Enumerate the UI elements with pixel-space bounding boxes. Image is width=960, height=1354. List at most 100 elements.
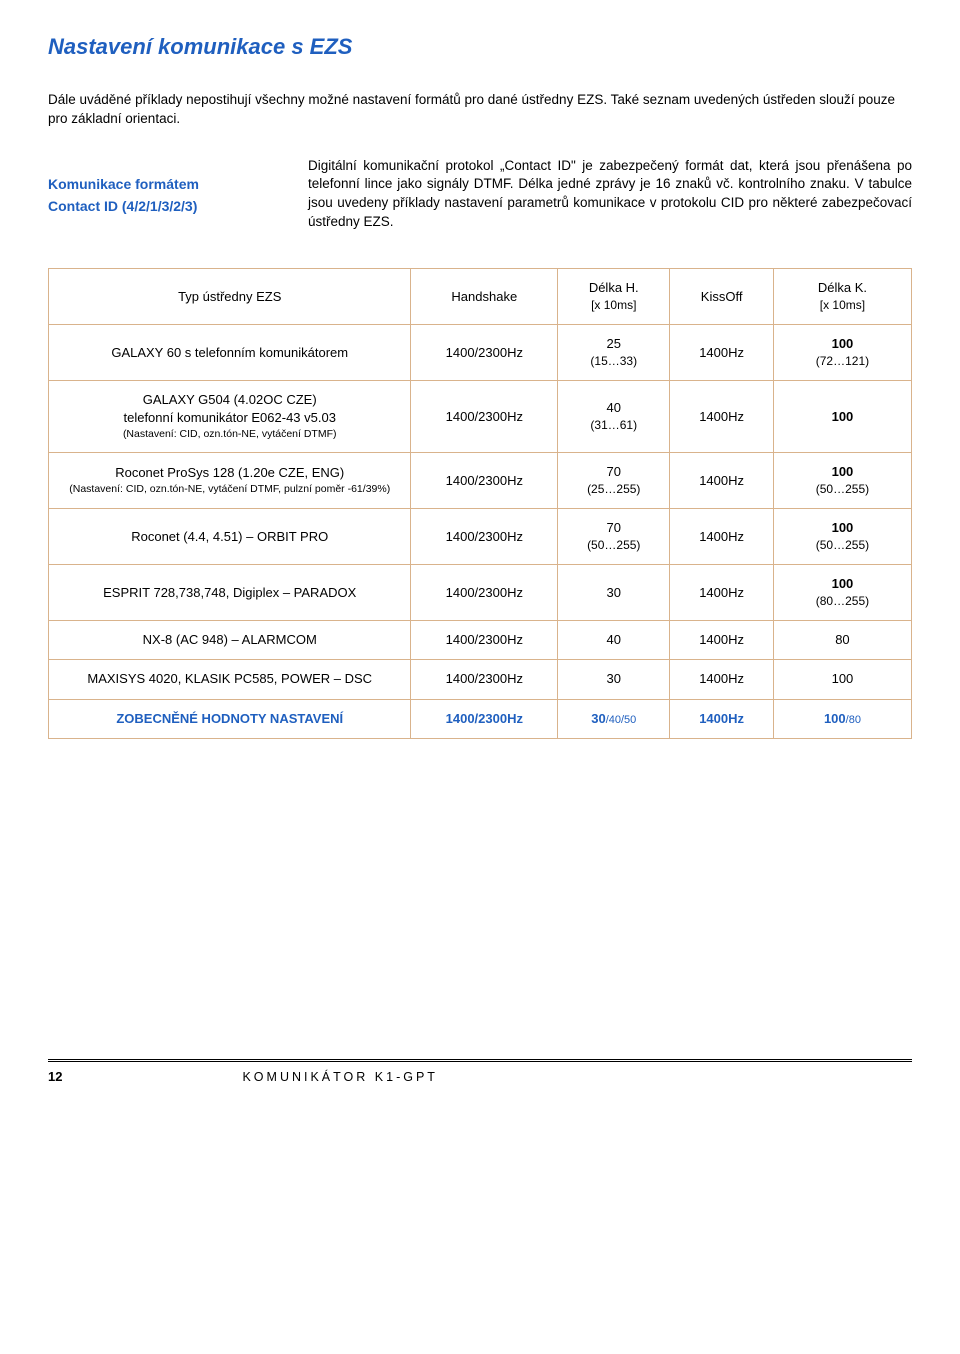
th-delka-h: Délka H. [x 10ms]: [558, 269, 670, 325]
dh-top: 40: [607, 632, 621, 647]
cell-type: NX-8 (AC 948) – ALARMCOM: [49, 621, 411, 660]
cell-delka-k: 100: [773, 381, 911, 453]
ezs-table: Typ ústředny EZS Handshake Délka H. [x 1…: [48, 268, 912, 739]
dh-sub: (31…61): [566, 417, 661, 434]
cell-delka-k: 80: [773, 621, 911, 660]
dh-top: 40: [607, 400, 621, 415]
cell-delka-k: 100 (50…255): [773, 509, 911, 565]
type-main: MAXISYS 4020, KLASIK PC585, POWER – DSC: [57, 670, 402, 688]
summary-ko: 1400Hz: [670, 699, 774, 738]
summary-dh-sub: /40/50: [606, 714, 637, 726]
cell-delka-k: 100 (72…121): [773, 325, 911, 381]
cell-handshake: 1400/2300Hz: [411, 381, 558, 453]
table-row: NX-8 (AC 948) – ALARMCOM 1400/2300Hz 40 140…: [49, 621, 912, 660]
th-kissoff: KissOff: [670, 269, 774, 325]
dh-top: 70: [607, 464, 621, 479]
cell-kissoff: 1400Hz: [670, 381, 774, 453]
th-handshake: Handshake: [411, 269, 558, 325]
th-delka-k: Délka K. [x 10ms]: [773, 269, 911, 325]
dk-sub: (72…121): [782, 353, 903, 370]
type-main: Roconet ProSys 128 (1.20e CZE, ENG): [57, 464, 402, 482]
cell-type: ESPRIT 728,738,748, Digiplex – PARADOX: [49, 565, 411, 621]
th-type: Typ ústředny EZS: [49, 269, 411, 325]
dh-top: 30: [607, 585, 621, 600]
info-block: Komunikace formátem Contact ID (4/2/1/3/…: [48, 157, 912, 233]
cell-kissoff: 1400Hz: [670, 325, 774, 381]
dh-sub: (15…33): [566, 353, 661, 370]
info-left: Komunikace formátem Contact ID (4/2/1/3/…: [48, 157, 268, 218]
type-main: GALAXY 60 s telefonním komunikátorem: [57, 344, 402, 362]
table-row: ESPRIT 728,738,748, Digiplex – PARADOX 14…: [49, 565, 912, 621]
table-row: GALAXY G504 (4.02OC CZE)telefonní komuni…: [49, 381, 912, 453]
cell-delka-k: 100 (80…255): [773, 565, 911, 621]
summary-hs: 1400/2300Hz: [411, 699, 558, 738]
cell-kissoff: 1400Hz: [670, 621, 774, 660]
cell-handshake: 1400/2300Hz: [411, 565, 558, 621]
intro-paragraph: Dále uváděné příklady nepostihují všechn…: [48, 91, 912, 129]
cell-kissoff: 1400Hz: [670, 509, 774, 565]
dk-top: 100: [832, 336, 854, 351]
page-footer: 12 KOMUNIKÁTOR K1-GPT: [48, 1059, 912, 1087]
cell-handshake: 1400/2300Hz: [411, 325, 558, 381]
dk-top: 100: [832, 520, 854, 535]
cell-handshake: 1400/2300Hz: [411, 621, 558, 660]
dk-top: 100: [832, 409, 854, 424]
type-main: GALAXY G504 (4.02OC CZE): [57, 391, 402, 409]
dk-sub: (80…255): [782, 593, 903, 610]
cell-type: Roconet (4.4, 4.51) – ORBIT PRO: [49, 509, 411, 565]
table-header-row: Typ ústředny EZS Handshake Délka H. [x 1…: [49, 269, 912, 325]
cell-delka-h: 40 (31…61): [558, 381, 670, 453]
info-left-line1: Komunikace formátem: [48, 173, 268, 195]
th-delka-h-sub: [x 10ms]: [566, 297, 661, 314]
cell-type: MAXISYS 4020, KLASIK PC585, POWER – DSC: [49, 660, 411, 699]
cell-delka-h: 30: [558, 660, 670, 699]
cell-type: Roconet ProSys 128 (1.20e CZE, ENG)(Nast…: [49, 453, 411, 509]
info-left-line2: Contact ID (4/2/1/3/2/3): [48, 195, 268, 217]
table-row: MAXISYS 4020, KLASIK PC585, POWER – DSC 1…: [49, 660, 912, 699]
dh-top: 25: [607, 336, 621, 351]
cell-delka-h: 40: [558, 621, 670, 660]
cell-delka-k: 100: [773, 660, 911, 699]
cell-handshake: 1400/2300Hz: [411, 509, 558, 565]
dk-top: 100: [832, 464, 854, 479]
dk-sub: (50…255): [782, 537, 903, 554]
dh-sub: (50…255): [566, 537, 661, 554]
dh-sub: (25…255): [566, 481, 661, 498]
page-title: Nastavení komunikace s EZS: [48, 32, 912, 63]
type-sub: (Nastavení: CID, ozn.tón-NE, vytáčení DT…: [57, 427, 402, 442]
dh-top: 70: [607, 520, 621, 535]
summary-dk: 100/80: [773, 699, 911, 738]
cell-type: GALAXY G504 (4.02OC CZE)telefonní komuni…: [49, 381, 411, 453]
table-row: Roconet (4.4, 4.51) – ORBIT PRO 1400/2300…: [49, 509, 912, 565]
dk-top: 80: [835, 632, 849, 647]
footer-title: KOMUNIKÁTOR K1-GPT: [242, 1069, 437, 1087]
footer-page-number: 12: [48, 1068, 62, 1086]
summary-dk-sub: /80: [846, 714, 861, 726]
th-delka-k-sub: [x 10ms]: [782, 297, 903, 314]
cell-kissoff: 1400Hz: [670, 660, 774, 699]
th-delka-k-main: Délka K.: [818, 280, 867, 295]
table-row: GALAXY 60 s telefonním komunikátorem 1400…: [49, 325, 912, 381]
summary-row: ZOBECNĚNÉ HODNOTY NASTAVENÍ1400/2300Hz30…: [49, 699, 912, 738]
cell-handshake: 1400/2300Hz: [411, 453, 558, 509]
type-main: Roconet (4.4, 4.51) – ORBIT PRO: [57, 528, 402, 546]
dk-top: 100: [832, 671, 854, 686]
type-line2: telefonní komunikátor E062-43 v5.03: [57, 409, 402, 427]
cell-delka-h: 30: [558, 565, 670, 621]
type-sub: (Nastavení: CID, ozn.tón-NE, vytáčení DT…: [57, 482, 402, 497]
th-delka-h-main: Délka H.: [589, 280, 639, 295]
cell-delka-k: 100(50…255): [773, 453, 911, 509]
cell-kissoff: 1400Hz: [670, 453, 774, 509]
dk-top: 100: [832, 576, 854, 591]
type-main: ESPRIT 728,738,748, Digiplex – PARADOX: [57, 584, 402, 602]
cell-type: GALAXY 60 s telefonním komunikátorem: [49, 325, 411, 381]
cell-kissoff: 1400Hz: [670, 565, 774, 621]
cell-delka-h: 25 (15…33): [558, 325, 670, 381]
summary-dh: 30/40/50: [558, 699, 670, 738]
cell-delka-h: 70 (25…255): [558, 453, 670, 509]
table-row: Roconet ProSys 128 (1.20e CZE, ENG)(Nast…: [49, 453, 912, 509]
info-right: Digitální komunikační protokol „Contact …: [308, 157, 912, 233]
type-main: NX-8 (AC 948) – ALARMCOM: [57, 631, 402, 649]
cell-delka-h: 70 (50…255): [558, 509, 670, 565]
cell-handshake: 1400/2300Hz: [411, 660, 558, 699]
